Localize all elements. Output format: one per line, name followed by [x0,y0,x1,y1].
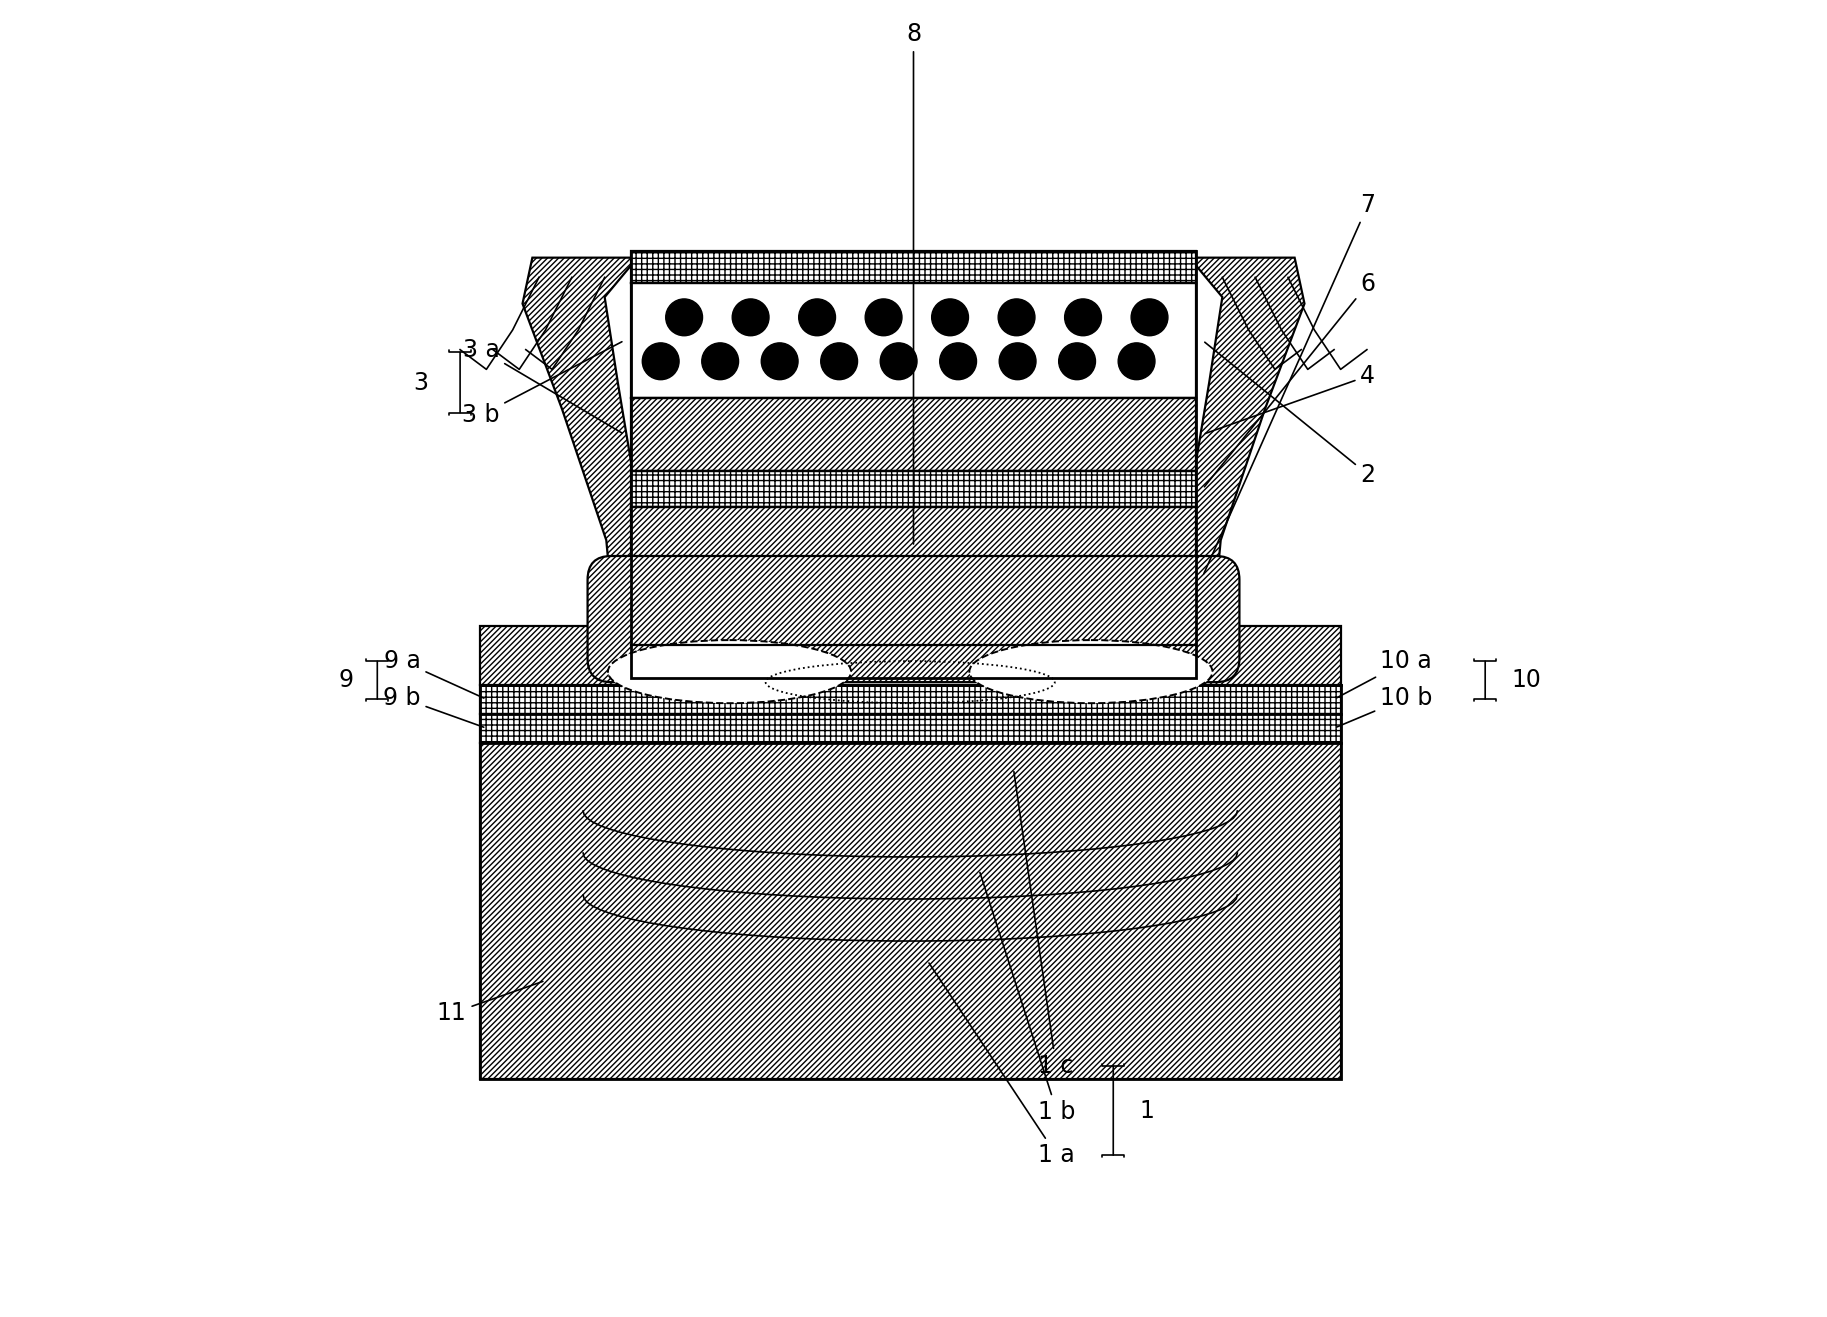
Circle shape [762,342,798,379]
Bar [481,685,1341,714]
Text: 3 b: 3 b [462,341,621,428]
Text: 2: 2 [1204,342,1376,486]
Bar [630,645,1197,678]
Circle shape [999,342,1036,379]
Polygon shape [523,258,638,665]
Bar [481,743,1341,1079]
Bar [481,714,1341,743]
Bar [630,252,1197,283]
Bar [1202,626,1341,685]
Bar [481,626,625,685]
Circle shape [702,342,738,379]
Text: 8: 8 [906,22,921,544]
Circle shape [932,299,968,336]
Circle shape [881,342,917,379]
Circle shape [866,299,903,336]
Polygon shape [1189,258,1304,665]
Bar [630,398,1197,470]
Text: 10 a: 10 a [1337,649,1432,698]
Ellipse shape [970,640,1213,703]
Text: 1 c: 1 c [1014,772,1074,1077]
Text: 4: 4 [1206,363,1376,433]
Text: 1 a: 1 a [928,963,1074,1167]
Text: 9: 9 [338,668,353,691]
Circle shape [1058,342,1096,379]
FancyBboxPatch shape [588,556,1239,682]
Text: 3: 3 [413,370,428,395]
Circle shape [998,299,1034,336]
Circle shape [1065,299,1102,336]
Circle shape [643,342,680,379]
Text: 10 b: 10 b [1337,686,1432,727]
Circle shape [939,342,976,379]
Text: 11: 11 [437,981,543,1026]
Text: 7: 7 [1204,194,1376,574]
Text: 3 a: 3 a [462,337,621,433]
Ellipse shape [608,640,851,703]
Bar [481,685,1341,1079]
Text: 9 b: 9 b [384,686,484,727]
Text: 10: 10 [1511,668,1542,691]
Text: 9 a: 9 a [384,649,484,698]
Circle shape [798,299,835,336]
Bar [630,470,1197,507]
Circle shape [733,299,769,336]
Circle shape [820,342,857,379]
Bar [630,507,1197,645]
Circle shape [1118,342,1155,379]
Bar [630,283,1197,398]
Bar [630,252,1197,678]
Circle shape [1131,299,1167,336]
Text: 6: 6 [1204,271,1376,487]
Circle shape [665,299,703,336]
Text: 1: 1 [1140,1098,1155,1122]
Text: 1 b: 1 b [979,872,1076,1123]
